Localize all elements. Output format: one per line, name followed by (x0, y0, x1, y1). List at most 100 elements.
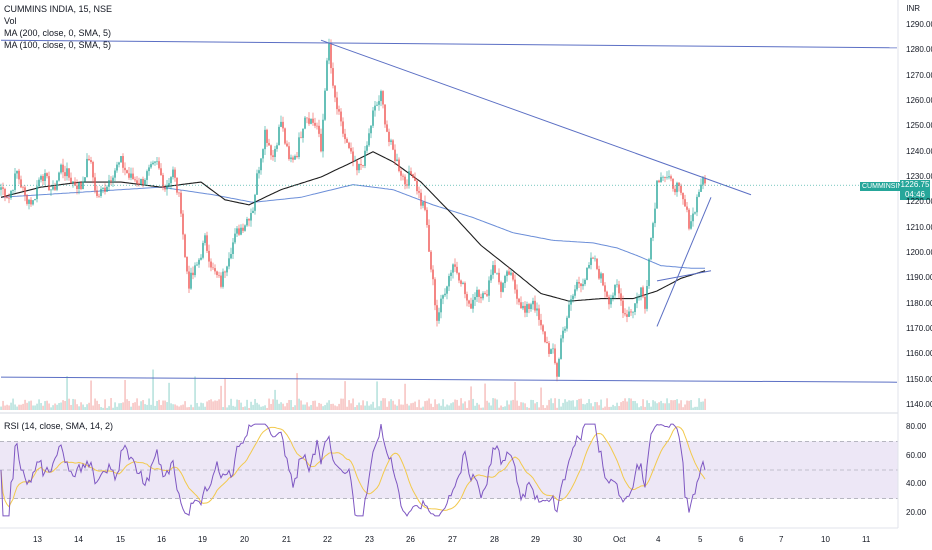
candle-body[interactable] (518, 298, 520, 303)
candle-body[interactable] (344, 133, 346, 140)
candle-body[interactable] (306, 117, 308, 119)
candle-body[interactable] (346, 139, 348, 143)
candle-body[interactable] (48, 176, 50, 191)
candle-body[interactable] (376, 104, 378, 106)
candle-body[interactable] (136, 180, 138, 184)
candle-body[interactable] (504, 275, 506, 284)
candle-body[interactable] (348, 142, 350, 149)
candle-body[interactable] (494, 265, 496, 273)
candle-body[interactable] (530, 304, 532, 310)
candle-body[interactable] (300, 137, 302, 138)
candle-body[interactable] (204, 235, 206, 243)
candle-body[interactable] (160, 168, 162, 176)
candle-body[interactable] (412, 174, 414, 178)
candle-body[interactable] (32, 200, 34, 205)
candle-body[interactable] (278, 126, 280, 146)
candle-body[interactable] (58, 172, 60, 181)
candle-body[interactable] (660, 177, 662, 183)
candle-body[interactable] (592, 257, 594, 259)
candle-body[interactable] (510, 272, 512, 275)
candle-body[interactable] (288, 146, 290, 160)
candle-body[interactable] (144, 179, 146, 185)
candle-body[interactable] (614, 284, 616, 296)
candle-body[interactable] (70, 177, 72, 183)
candle-body[interactable] (244, 225, 246, 231)
candle-body[interactable] (538, 308, 540, 320)
candle-body[interactable] (578, 282, 580, 284)
candle-body[interactable] (626, 314, 628, 317)
candle-body[interactable] (542, 325, 544, 332)
candle-body[interactable] (648, 259, 650, 287)
volume-legend[interactable]: Vol (4, 16, 17, 26)
candle-body[interactable] (440, 298, 442, 313)
trendline[interactable] (656, 197, 712, 327)
candle-body[interactable] (406, 184, 408, 186)
candle-body[interactable] (434, 279, 436, 306)
candle-body[interactable] (6, 197, 8, 198)
candle-body[interactable] (226, 266, 228, 273)
candle-body[interactable] (216, 271, 218, 276)
candle-body[interactable] (356, 160, 358, 171)
candle-body[interactable] (172, 169, 174, 178)
candle-body[interactable] (528, 304, 530, 310)
candle-body[interactable] (548, 343, 550, 354)
candle-body[interactable] (566, 317, 568, 329)
candle-body[interactable] (14, 173, 16, 190)
candle-body[interactable] (258, 170, 260, 174)
candle-body[interactable] (700, 184, 702, 192)
candle-body[interactable] (498, 272, 500, 283)
candle-body[interactable] (134, 179, 136, 181)
candle-body[interactable] (666, 177, 668, 178)
candle-body[interactable] (178, 192, 180, 194)
candle-body[interactable] (600, 273, 602, 279)
candle-body[interactable] (526, 304, 528, 313)
candle-body[interactable] (342, 121, 344, 134)
candle-body[interactable] (586, 267, 588, 280)
candle-body[interactable] (164, 187, 166, 190)
candle-body[interactable] (80, 182, 82, 190)
candle-body[interactable] (604, 285, 606, 292)
candle-body[interactable] (166, 185, 168, 190)
candle-body[interactable] (246, 218, 248, 226)
candle-body[interactable] (106, 186, 108, 192)
candle-body[interactable] (524, 305, 526, 313)
candle-body[interactable] (702, 177, 704, 185)
candle-body[interactable] (638, 297, 640, 298)
candle-body[interactable] (422, 201, 424, 206)
candle-body[interactable] (254, 194, 256, 211)
candle-body[interactable] (68, 168, 70, 178)
candle-body[interactable] (328, 43, 330, 61)
candle-body[interactable] (492, 265, 494, 275)
candle-body[interactable] (414, 177, 416, 181)
candle-body[interactable] (488, 280, 490, 296)
candle-body[interactable] (546, 341, 548, 344)
candle-body[interactable] (194, 265, 196, 276)
candle-body[interactable] (150, 164, 152, 168)
candle-body[interactable] (438, 312, 440, 321)
candle-body[interactable] (388, 131, 390, 142)
candle-body[interactable] (640, 287, 642, 298)
candle-body[interactable] (124, 167, 126, 171)
candle-body[interactable] (88, 158, 90, 161)
candle-body[interactable] (544, 331, 546, 342)
candle-body[interactable] (696, 196, 698, 213)
candle-body[interactable] (268, 142, 270, 146)
candle-body[interactable] (212, 267, 214, 269)
candle-body[interactable] (222, 271, 224, 287)
candle-body[interactable] (662, 176, 664, 178)
candle-body[interactable] (84, 177, 86, 182)
candle-body[interactable] (132, 173, 134, 180)
candle-body[interactable] (290, 157, 292, 160)
candle-body[interactable] (200, 257, 202, 260)
candle-body[interactable] (30, 199, 32, 205)
candle-body[interactable] (576, 282, 578, 290)
candle-body[interactable] (424, 201, 426, 210)
candle-body[interactable] (40, 176, 42, 180)
candle-body[interactable] (156, 161, 158, 162)
candle-body[interactable] (100, 188, 102, 196)
candle-body[interactable] (168, 183, 170, 186)
candle-body[interactable] (110, 180, 112, 181)
trendline[interactable] (320, 39, 752, 196)
candle-body[interactable] (326, 60, 328, 91)
candle-body[interactable] (472, 299, 474, 309)
